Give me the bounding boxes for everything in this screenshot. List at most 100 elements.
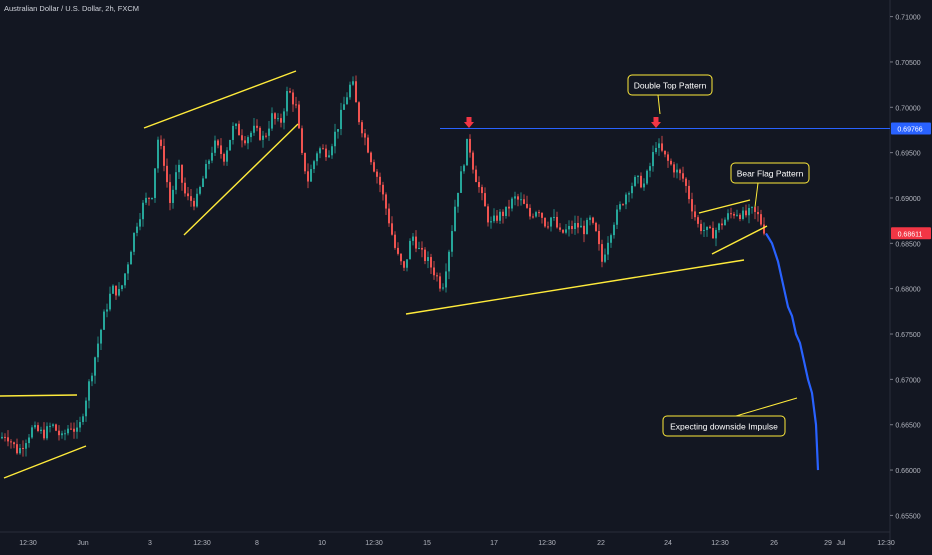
candle-body — [400, 253, 402, 262]
candle-body — [583, 225, 585, 235]
candle-body — [670, 160, 672, 165]
candle-body — [409, 240, 411, 260]
candle-body — [625, 194, 627, 205]
candle-body — [424, 249, 426, 262]
candle-body — [382, 184, 384, 195]
candle-body — [481, 187, 483, 194]
candle-body — [37, 425, 39, 431]
candle-body — [226, 150, 228, 162]
candle-body — [451, 231, 453, 252]
candle-body — [571, 226, 573, 230]
candle-body — [316, 153, 318, 162]
candle-body — [346, 97, 348, 105]
candle-body — [286, 91, 288, 112]
candle-body — [10, 441, 12, 443]
y-tick-label: 0.70500 — [895, 60, 920, 67]
candle-body — [364, 133, 366, 138]
candle-body — [436, 275, 438, 277]
candle-body — [685, 178, 687, 186]
candle-body — [757, 211, 759, 215]
candle-body — [418, 247, 420, 249]
candle-body — [13, 442, 15, 445]
candle-body — [172, 189, 174, 203]
candle-body — [298, 104, 300, 129]
candle-body — [331, 146, 333, 156]
candle-body — [43, 429, 45, 439]
candle-body — [721, 223, 723, 226]
candle-body — [454, 206, 456, 232]
candle-body — [694, 211, 696, 218]
candle-body — [484, 193, 486, 207]
candle-body — [349, 84, 351, 98]
candle-body — [214, 140, 216, 153]
candle-body — [94, 357, 96, 376]
candle-body — [46, 426, 48, 439]
x-tick-label: 22 — [597, 540, 605, 547]
candle-body — [304, 152, 306, 172]
y-tick-label: 0.66500 — [895, 423, 920, 430]
candle-body — [397, 247, 399, 254]
candle-body — [238, 123, 240, 136]
candle-body — [268, 128, 270, 136]
candle-body — [16, 444, 18, 454]
resistance-price-label: 0.69766 — [897, 127, 922, 134]
candle-body — [55, 424, 57, 431]
candle-body — [427, 257, 429, 262]
candle-body — [49, 425, 51, 427]
candle-body — [706, 226, 708, 231]
candle-body — [496, 215, 498, 221]
x-tick-label: Jun — [77, 540, 88, 547]
y-tick-label: 0.69500 — [895, 151, 920, 158]
candle-body — [577, 223, 579, 228]
candle-body — [277, 118, 279, 120]
bear-flag-callout-pointer — [754, 182, 759, 208]
x-tick-label: 12:30 — [711, 540, 729, 547]
double-top-marker-right — [651, 117, 661, 128]
candle-body — [601, 244, 603, 262]
candle-body — [733, 213, 735, 216]
candle-body — [205, 163, 207, 179]
y-tick-label: 0.66000 — [895, 468, 920, 475]
candle-body — [493, 215, 495, 222]
candle-body — [475, 169, 477, 183]
candle-body — [259, 127, 261, 140]
candle-body — [169, 182, 171, 203]
last-price-tag — [891, 227, 931, 240]
candle-body — [139, 219, 141, 227]
candle-body — [289, 91, 291, 93]
candle-body — [445, 271, 447, 288]
candle-body — [391, 223, 393, 235]
candle-body — [262, 135, 264, 140]
candle-body — [388, 208, 390, 224]
candle-body — [517, 196, 519, 200]
y-tick-label: 0.68000 — [895, 287, 920, 294]
candle-body — [247, 137, 249, 144]
candle-body — [763, 224, 765, 234]
candle-body — [97, 343, 99, 358]
candle-body — [295, 104, 297, 106]
trendline-flag-bottom — [711, 225, 768, 255]
candle-body — [742, 210, 744, 220]
y-tick-label: 0.69000 — [895, 196, 920, 203]
x-tick-label: 29 — [824, 540, 832, 547]
candle-body — [217, 140, 219, 146]
x-tick-label: 15 — [423, 540, 431, 547]
candle-body — [640, 175, 642, 188]
candle-body — [541, 212, 543, 218]
candle-body — [241, 135, 243, 141]
candle-body — [415, 236, 417, 249]
candle-body — [598, 230, 600, 245]
candle-body — [175, 172, 177, 190]
x-tick-label: 3 — [148, 540, 152, 547]
candle-body — [31, 427, 33, 438]
candle-body — [256, 125, 258, 128]
candle-body — [568, 226, 570, 230]
candle-body — [661, 143, 663, 151]
candle-body — [199, 186, 201, 194]
y-tick-label: 0.67000 — [895, 377, 920, 384]
candle-body — [466, 138, 468, 166]
candle-body — [490, 221, 492, 223]
x-tick-label: 26 — [770, 540, 778, 547]
candle-body — [592, 217, 594, 223]
